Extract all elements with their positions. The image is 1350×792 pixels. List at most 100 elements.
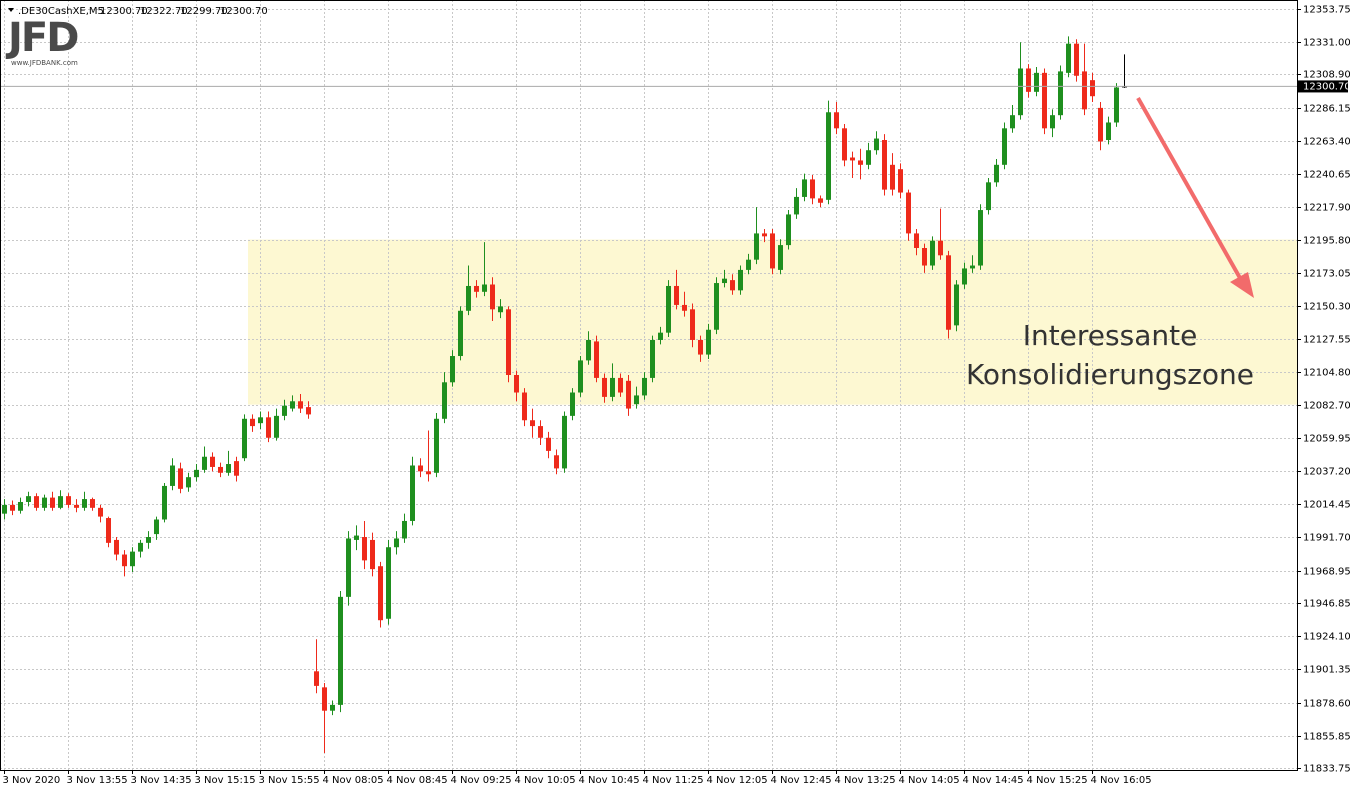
candle-body: [186, 477, 191, 488]
y-tick-label: 12353.75: [1303, 5, 1350, 16]
candle-body: [138, 542, 143, 552]
candle-body: [514, 374, 519, 393]
arrow-head: [1230, 272, 1254, 298]
x-tick-label: 4 Nov 16:05: [1091, 775, 1152, 786]
candle-body: [82, 499, 87, 508]
low-label: 12299.70: [180, 6, 228, 17]
candle-body: [802, 179, 807, 197]
candle-body: [122, 554, 127, 567]
y-tick-label: 12104.80: [1303, 368, 1350, 379]
candle-body: [1002, 128, 1007, 165]
candle-body: [794, 196, 799, 215]
candle-body: [418, 465, 423, 472]
x-tick-label: 4 Nov 09:25: [451, 775, 512, 786]
candle-body: [74, 504, 79, 508]
y-tick-label: 12150.30: [1303, 302, 1350, 313]
x-tick-label: 4 Nov 13:25: [835, 775, 896, 786]
y-tick-label: 12217.90: [1303, 203, 1350, 214]
candle-body: [178, 468, 183, 489]
candle-body: [906, 192, 911, 234]
candle-body: [578, 360, 583, 393]
y-tick-label: 12308.90: [1303, 70, 1350, 81]
candle-body: [986, 182, 991, 211]
candle-body: [130, 551, 135, 567]
candle-body: [682, 304, 687, 311]
x-tick-label: 4 Nov 10:45: [579, 775, 640, 786]
price-tag-label: 12300.70: [1303, 81, 1350, 92]
candle-body: [642, 377, 647, 396]
candle-body: [2, 504, 7, 514]
y-tick-label: 12286.15: [1303, 104, 1350, 115]
candle-body: [562, 415, 567, 469]
y-tick-label: 11991.70: [1303, 533, 1350, 544]
annotation-line: Interessante: [1023, 319, 1198, 352]
candle-body: [450, 356, 455, 383]
candle-body: [954, 284, 959, 326]
candle-body: [346, 538, 351, 597]
candle-body: [1042, 72, 1047, 129]
y-tick-label: 12195.80: [1303, 236, 1350, 247]
y-tick-label: 11901.35: [1303, 665, 1350, 676]
candle-body: [250, 418, 255, 427]
candle-body: [914, 233, 919, 249]
x-tick-label: 4 Nov 08:45: [387, 775, 448, 786]
candle-body: [762, 233, 767, 237]
candle-body: [202, 456, 207, 470]
high-label: 12322.70: [140, 6, 188, 17]
x-tick-label: 4 Nov 14:05: [899, 775, 960, 786]
candle-body: [498, 306, 503, 313]
x-tick-label: 3 Nov 2020: [3, 775, 61, 786]
candle-body: [298, 401, 303, 409]
candle-body: [394, 538, 399, 548]
candle-body: [114, 539, 119, 555]
candle-body: [354, 535, 359, 540]
candle-body: [946, 255, 951, 330]
candle-body: [258, 417, 263, 424]
candle-body: [674, 285, 679, 305]
candle-body: [290, 401, 295, 409]
candle-body: [818, 198, 823, 203]
candle-body: [978, 210, 983, 266]
candle-body: [402, 520, 407, 539]
y-tick-label: 11855.85: [1303, 732, 1350, 743]
x-tick-label: 3 Nov 15:55: [259, 775, 320, 786]
candle-body: [922, 248, 927, 266]
x-tick-label: 4 Nov 10:05: [515, 775, 576, 786]
candle-body: [530, 420, 535, 427]
candle-body: [786, 214, 791, 246]
x-tick-label: 4 Nov 14:45: [963, 775, 1024, 786]
candle-body: [314, 671, 319, 686]
candle-body: [866, 150, 871, 165]
y-tick-label: 12059.95: [1303, 434, 1350, 445]
candle-body: [826, 112, 831, 200]
candle-body: [962, 268, 967, 285]
candle-body: [810, 179, 815, 199]
candle-body: [770, 233, 775, 269]
candle-body: [306, 407, 311, 415]
y-tick-label: 11833.75: [1303, 764, 1350, 775]
candle-body: [1074, 43, 1079, 76]
candle-body: [322, 687, 327, 711]
x-tick-label: 3 Nov 14:35: [131, 775, 192, 786]
y-tick-label: 12331.00: [1303, 38, 1350, 49]
candle-body: [706, 329, 711, 355]
y-tick-label: 11968.95: [1303, 567, 1350, 578]
candle-body: [714, 283, 719, 330]
annotation-line: Konsolidierungszone: [966, 358, 1254, 391]
y-tick-label: 11946.85: [1303, 599, 1350, 610]
candle-body: [490, 284, 495, 310]
candle-body: [898, 169, 903, 193]
y-tick-label: 12173.05: [1303, 269, 1350, 280]
candle-body: [194, 469, 199, 478]
candle-body: [386, 547, 391, 619]
candle-body: [994, 164, 999, 183]
candle-body: [1114, 87, 1119, 123]
candle-body: [538, 426, 543, 438]
candle-body: [882, 140, 887, 190]
candle-body: [434, 418, 439, 473]
candle-body: [226, 464, 231, 473]
candle-body: [282, 405, 287, 416]
candle-body: [1066, 43, 1071, 73]
candle-body: [594, 341, 599, 378]
arrow-shaft: [1136, 97, 1242, 279]
